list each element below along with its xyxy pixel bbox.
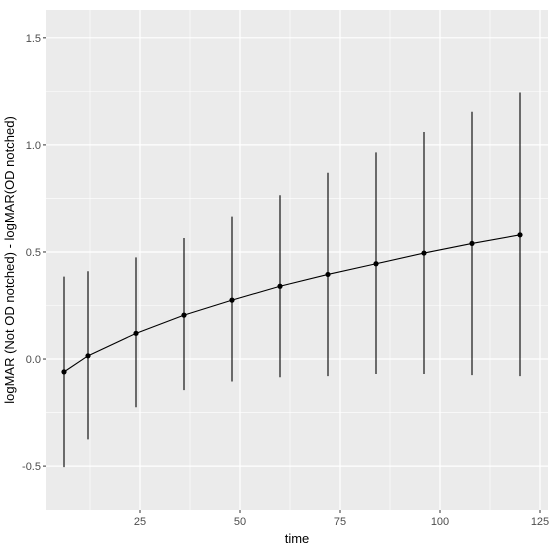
y-tick-label: 0.0 xyxy=(26,354,41,366)
data-point xyxy=(421,250,427,256)
y-axis-title: logMAR (Not OD notched) - logMAR(OD notc… xyxy=(2,116,17,404)
y-tick-label: -0.5 xyxy=(22,461,41,473)
x-tick-label: 75 xyxy=(334,516,346,528)
y-tick-label: 0.5 xyxy=(26,247,41,259)
x-tick-label: 100 xyxy=(431,516,449,528)
data-point xyxy=(85,353,91,359)
y-tick-label: 1.5 xyxy=(26,33,41,45)
x-axis-title: time xyxy=(285,531,310,546)
data-point xyxy=(325,271,331,278)
data-points xyxy=(61,232,523,375)
data-point xyxy=(517,232,523,238)
data-point xyxy=(229,297,235,303)
x-axis-ticks: 25 50 75 100 125 xyxy=(134,510,549,528)
data-point xyxy=(133,330,139,336)
data-point xyxy=(61,369,67,375)
y-axis-ticks: -0.5 0.0 0.5 1.0 1.5 xyxy=(22,33,46,473)
data-point xyxy=(469,240,475,247)
major-gridlines xyxy=(46,10,548,510)
x-tick-label: 25 xyxy=(134,516,146,528)
data-point xyxy=(277,283,283,289)
data-point xyxy=(373,261,379,267)
y-tick-label: 1.0 xyxy=(26,140,41,152)
x-tick-label: 50 xyxy=(234,516,246,528)
minor-gridlines xyxy=(46,10,548,510)
x-tick-label: 125 xyxy=(531,516,549,528)
data-point xyxy=(181,312,187,318)
plot-panel xyxy=(46,10,548,510)
